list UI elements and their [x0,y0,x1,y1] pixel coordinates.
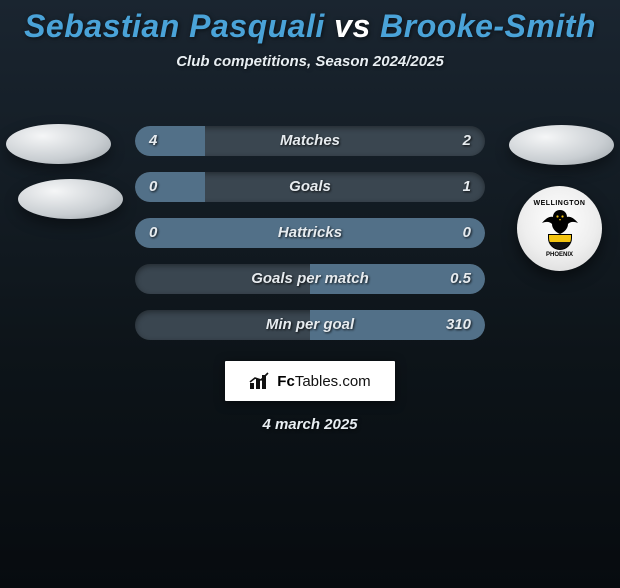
brand-prefix: Fc [277,373,295,390]
date-label: 4 march 2025 [0,416,620,433]
shield-icon [548,234,572,250]
stat-label: Hattricks [135,218,485,248]
stat-value-right: 310 [446,310,471,340]
brand-suffix: Tables.com [295,373,371,390]
stat-value-left: 0 [149,218,157,248]
stat-label: Min per goal [135,310,485,340]
stat-value-right: 1 [463,172,471,202]
stat-label: Goals per match [135,264,485,294]
stat-row: Goals per match0.5 [135,264,485,294]
stats-bar-group: Matches42Goals01Hattricks00Goals per mat… [135,126,485,356]
stat-row: Matches4 2 [135,126,485,156]
stat-row: Goals0 1 [135,172,485,202]
comparison-title: Sebastian Pasquali vs Brooke-Smith [0,8,620,45]
stat-row: Min per goal310 [135,310,485,340]
player1-club-placeholder [18,179,123,219]
subtitle: Club competitions, Season 2024/2025 [0,53,620,70]
player1-avatar-placeholder [6,124,111,164]
stat-label: Matches [135,126,485,156]
chart-bars-icon [249,372,271,390]
stat-row: Hattricks0 0 [135,218,485,248]
stat-value-right: 0 [463,218,471,248]
player2-avatar-placeholder [509,125,614,165]
player2-name: Brooke-Smith [380,8,596,44]
eagle-icon [538,208,582,236]
brand-text: FcTables.com [277,373,370,390]
brand-watermark: FcTables.com [225,361,395,401]
stat-value-left: 0 [149,172,157,202]
badge-top-text: WELLINGTON [534,200,586,207]
vs-separator: vs [334,8,371,44]
stat-value-left: 4 [149,126,157,156]
stat-label: Goals [135,172,485,202]
stat-value-right: 2 [463,126,471,156]
badge-bottom-text: PHOENIX [546,252,573,258]
player2-club-badge: WELLINGTON PHOENIX [517,186,602,271]
player1-name: Sebastian Pasquali [24,8,325,44]
stat-value-right: 0.5 [450,264,471,294]
